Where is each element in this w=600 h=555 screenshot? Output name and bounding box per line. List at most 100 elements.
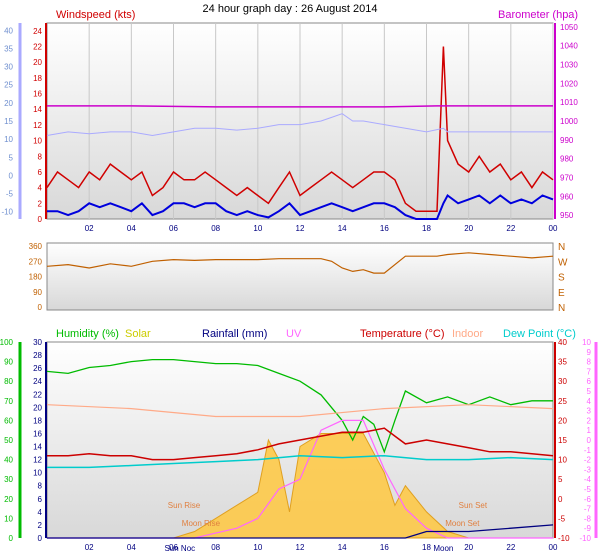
p3-uv-tick: -2: [584, 456, 592, 465]
p3-rain-tick: 18: [33, 416, 42, 425]
legend-humidity: Humidity (%): [56, 328, 119, 340]
p3-rain-tick: 28: [33, 351, 42, 360]
temperature-line: [47, 427, 554, 461]
p3-temp-tick: -5: [558, 514, 566, 523]
p3-rain-tick: 14: [33, 443, 42, 452]
p3-temp-tick: 25: [558, 397, 567, 406]
p3-uv-tick: -4: [584, 475, 592, 484]
p1-yfarleft-tick: 40: [4, 26, 13, 35]
p3-x-tick: 04: [127, 543, 136, 552]
chart-title: 24 hour graph day : 26 August 2014: [203, 3, 378, 15]
p1-x-tick: 10: [253, 224, 262, 233]
p3-rain-tick: 26: [33, 364, 42, 373]
p1-x-tick: 20: [464, 224, 473, 233]
p1-yright-tick: 990: [560, 136, 574, 145]
panel-direction-bg: [46, 242, 554, 311]
p2-compass-label: W: [558, 257, 568, 268]
p2-compass-label: S: [558, 273, 565, 284]
p1-yfarleft-tick: -10: [1, 208, 13, 217]
p1-x-tick: 22: [506, 224, 515, 233]
p1-yfarleft-tick: 15: [4, 117, 13, 126]
p1-yfarleft-tick: 20: [4, 99, 13, 108]
p3-uv-tick: -9: [584, 524, 592, 533]
p1-yright-tick: 960: [560, 192, 574, 201]
uv-line: [47, 419, 553, 539]
barometer-line: [47, 105, 553, 108]
p1-yfarleft-tick: 0: [9, 171, 14, 180]
p3-x-tick: 00: [549, 543, 558, 552]
p1-x-tick: 02: [85, 224, 94, 233]
p1-yleft-tick: 10: [33, 137, 42, 146]
p1-yright-tick: 1010: [560, 98, 578, 107]
p3-humidity-tick: 10: [4, 514, 13, 523]
p1-x-tick: 04: [127, 224, 136, 233]
moon-noon-label: Moon: [433, 544, 453, 553]
p3-uv-tick: -7: [584, 505, 592, 514]
dewpoint-line: [47, 454, 554, 469]
p2-yleft-tick: 360: [29, 242, 43, 251]
p3-x-tick: 02: [85, 543, 94, 552]
legend-temperature: Temperature (°C): [360, 328, 444, 340]
p3-rain-tick: 22: [33, 390, 42, 399]
p3-uv-tick: -1: [584, 446, 592, 455]
p3-rain-tick: 0: [38, 534, 43, 543]
legend-dewpoint: Dew Point (°C): [503, 328, 576, 340]
p3-uv-tick: -6: [584, 495, 592, 504]
p1-yleft-tick: 6: [38, 168, 43, 177]
p3-x-tick: 10: [253, 543, 262, 552]
p1-yfarleft-tick: 35: [4, 44, 13, 53]
p3-x-tick: 20: [464, 543, 473, 552]
legend-solar: Solar: [125, 328, 151, 340]
legend-rainfall: Rainfall (mm): [202, 328, 267, 340]
p1-yfarleft-tick: 5: [9, 153, 14, 162]
p3-x-tick: 18: [422, 543, 431, 552]
p3-rain-tick: 2: [38, 521, 43, 530]
p3-humidity-tick: 100: [0, 338, 14, 347]
p2-yleft-tick: 90: [33, 288, 42, 297]
humidity-line: [46, 358, 553, 454]
p3-uv-tick: 9: [587, 348, 592, 357]
solar-area: [47, 433, 553, 539]
p3-uv-tick: 7: [587, 367, 592, 376]
sun-rise-label: Sun Rise: [168, 501, 201, 510]
p1-yleft-tick: 4: [38, 184, 43, 193]
p3-temp-tick: 35: [558, 358, 567, 367]
p1-yleft-tick: 14: [33, 105, 42, 114]
legend-barometer: Barometer (hpa): [498, 9, 578, 21]
p1-yleft-tick: 16: [33, 90, 42, 99]
p3-uv-tick: 2: [587, 416, 592, 425]
p3-uv-tick: 4: [587, 397, 592, 406]
p1-x-tick: 18: [422, 224, 431, 233]
p3-rain-tick: 10: [33, 469, 42, 478]
p3-humidity-tick: 0: [9, 534, 14, 543]
p3-uv-tick: 3: [587, 407, 592, 416]
p1-yleft-tick: 0: [38, 215, 43, 224]
p3-humidity-tick: 70: [4, 397, 13, 406]
wind-direction-line: [46, 252, 554, 274]
p3-temp-tick: 10: [558, 456, 567, 465]
p1-yfarleft-tick: 10: [4, 135, 13, 144]
p3-rain-tick: 24: [33, 377, 42, 386]
p1-x-tick: 08: [211, 224, 220, 233]
legend-windspeed: Windspeed (kts): [56, 9, 135, 21]
indoor-temperature-line: [46, 404, 554, 418]
p3-temp-tick: -10: [558, 534, 570, 543]
p1-yfarleft-tick: 25: [4, 81, 13, 90]
p3-x-tick: 16: [380, 543, 389, 552]
p1-yleft-tick: 20: [33, 58, 42, 67]
p2-yleft-tick: 270: [29, 257, 43, 266]
p2-compass-label: N: [558, 303, 565, 314]
p3-rain-tick: 6: [38, 495, 43, 504]
p3-x-tick: 14: [338, 543, 347, 552]
p1-yright-tick: 1030: [560, 60, 578, 69]
p1-yfarleft-tick: 30: [4, 63, 13, 72]
p2-compass-label: N: [558, 242, 565, 253]
p3-uv-tick: 0: [587, 436, 592, 445]
p3-uv-tick: 8: [587, 358, 592, 367]
p3-uv-tick: 10: [582, 338, 591, 347]
p3-x-tick: 06: [169, 543, 178, 552]
p3-temp-tick: 40: [558, 338, 567, 347]
sun-noon-label: Sun Noc: [164, 544, 195, 553]
p3-rain-tick: 12: [33, 456, 42, 465]
p1-yleft-tick: 22: [33, 43, 42, 52]
